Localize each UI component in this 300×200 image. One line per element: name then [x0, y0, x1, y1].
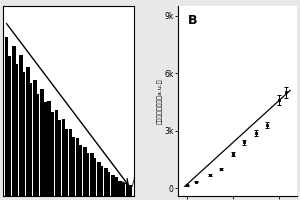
Bar [58, 120, 61, 196]
Bar [40, 89, 44, 196]
Bar [19, 55, 22, 196]
Bar [83, 147, 86, 196]
Bar [55, 110, 58, 196]
Bar [5, 37, 8, 196]
Bar [94, 158, 96, 196]
Bar [129, 185, 132, 196]
Bar [76, 138, 80, 196]
Bar [101, 166, 104, 196]
Bar [118, 181, 122, 196]
Bar [115, 177, 118, 196]
Bar [86, 153, 89, 196]
Bar [97, 162, 101, 196]
Bar [65, 129, 68, 196]
Text: B: B [188, 14, 197, 27]
Text: j: j [132, 178, 134, 187]
Y-axis label: 电化学发光强度（a.u.）: 电化学发光强度（a.u.） [157, 78, 163, 124]
Bar [8, 56, 11, 196]
Bar [26, 67, 30, 196]
Bar [44, 102, 46, 196]
Bar [104, 168, 108, 196]
Bar [37, 94, 40, 196]
Bar [22, 72, 25, 196]
Bar [125, 184, 129, 196]
Bar [122, 183, 125, 196]
Bar [61, 119, 65, 196]
Bar [69, 129, 72, 196]
Bar [111, 175, 115, 196]
Bar [47, 101, 51, 196]
Bar [30, 83, 32, 196]
Bar [108, 172, 110, 196]
Bar [90, 153, 94, 196]
Bar [80, 145, 82, 196]
Bar [12, 46, 16, 196]
Bar [33, 80, 37, 196]
Bar [72, 137, 75, 196]
Bar [15, 64, 18, 196]
Bar [51, 112, 54, 196]
